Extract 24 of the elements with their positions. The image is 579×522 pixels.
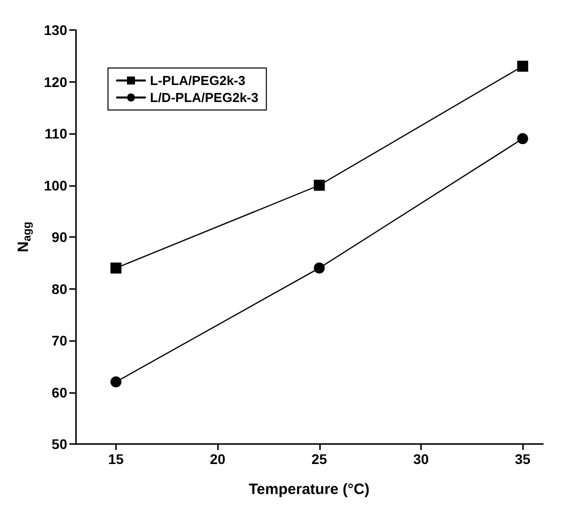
point: [110, 262, 122, 274]
x-tick-label: 15: [108, 451, 124, 467]
point: [110, 376, 122, 388]
point: [314, 262, 325, 274]
y-tick-label: 90: [52, 229, 68, 245]
x-tick-label: 20: [210, 451, 226, 467]
legend-label: L/D-PLA/PEG2k-3: [150, 90, 258, 105]
x-tick-label: 35: [514, 451, 531, 467]
x-tick-label: 30: [413, 451, 429, 467]
y-tick-label: 100: [44, 177, 68, 194]
point: [314, 180, 325, 191]
y-tick-label: 80: [52, 280, 68, 297]
y-tick-label: 60: [52, 384, 68, 400]
y-tick-label: 50: [52, 436, 68, 452]
point: [517, 133, 528, 144]
y-axis-title: Nagg: [15, 222, 34, 252]
x-axis-title: Temperature (°C): [248, 481, 370, 498]
y-tick-label: 130: [44, 22, 68, 38]
point: [517, 60, 528, 72]
legend-label: L-PLA/PEG2k-3: [150, 73, 246, 88]
y-tick-label: 110: [44, 126, 68, 142]
y-tick-label: 120: [44, 74, 68, 90]
x-tick-label: 25: [312, 451, 328, 467]
y-tick-label: 70: [52, 332, 68, 348]
